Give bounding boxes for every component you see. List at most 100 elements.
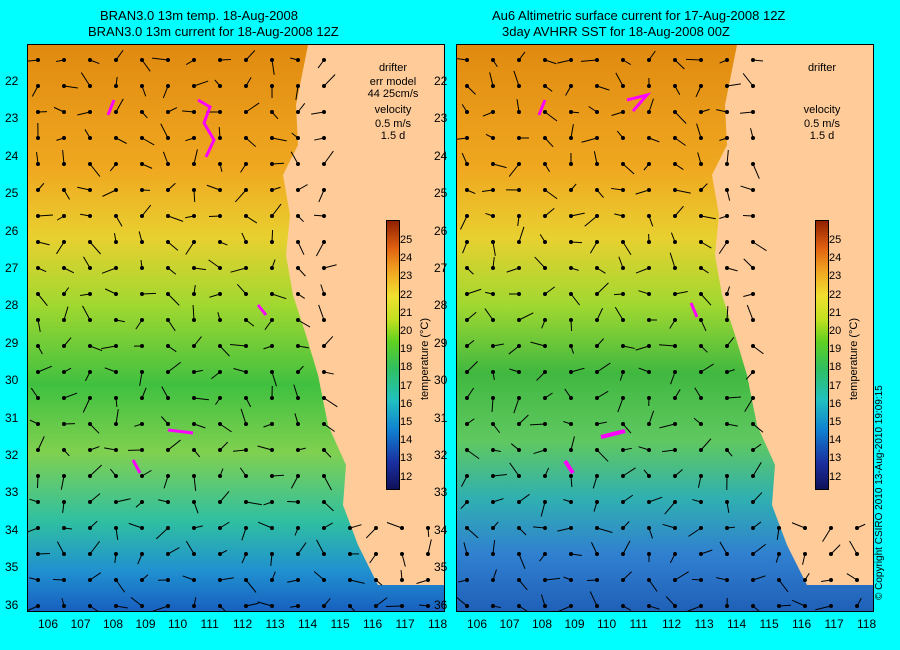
current-vector-dot (88, 344, 92, 348)
colorbar-tick-label: 14 (400, 434, 413, 447)
current-vector-dot (751, 448, 755, 452)
current-vector-dot (140, 214, 144, 218)
current-vector-dot (270, 578, 274, 582)
current-vector (570, 124, 574, 139)
colorbar-tick-label: 22 (400, 288, 413, 301)
current-vector (700, 215, 716, 220)
current-vector-dot (322, 474, 326, 478)
current-vector-dot (673, 526, 677, 530)
current-vector-dot (140, 292, 144, 296)
current-vector-dot (322, 240, 326, 244)
current-vector (544, 59, 557, 65)
lon-tick-label: 111 (629, 617, 648, 631)
current-vector-dot (114, 344, 118, 348)
current-vector-dot (829, 552, 833, 556)
current-vector-dot (621, 84, 625, 88)
current-vector (297, 241, 305, 255)
current-vector (584, 215, 598, 227)
current-vector-dot (465, 292, 469, 296)
colorbar-tick-label: 20 (829, 325, 842, 337)
current-vector-dot (725, 240, 729, 244)
current-vector (513, 70, 520, 87)
current-vector-dot (595, 474, 599, 478)
current-vector (193, 397, 209, 401)
current-vector (570, 436, 575, 451)
current-vector-dot (270, 396, 274, 400)
colorbar-tick-label: 12 (400, 470, 413, 483)
current-vector (167, 361, 181, 373)
lat-tick-label: 34 (434, 522, 448, 537)
current-vector (271, 137, 287, 142)
current-vector-dot (114, 240, 118, 244)
current-vector (460, 215, 468, 230)
current-vector-dot (569, 188, 573, 192)
current-vector-dot (36, 552, 40, 556)
current-vector-dot (166, 214, 170, 218)
current-vector (295, 85, 299, 100)
right-map-panel: drifter velocity 0.5 m/s 1.5 d (456, 44, 874, 612)
lat-tick-label: 23 (5, 111, 19, 126)
current-vector-dot (270, 474, 274, 478)
current-vector (752, 345, 764, 355)
current-vector-dot (673, 604, 677, 608)
current-vector (141, 137, 155, 146)
current-vector-dot (296, 344, 300, 348)
current-vector-dot (36, 448, 40, 452)
current-vector-dot (218, 604, 222, 608)
lat-tick-label: 23 (434, 111, 448, 126)
current-vector (323, 336, 334, 347)
current-vector (674, 137, 686, 146)
current-vector (622, 540, 631, 555)
current-vector-dot (140, 344, 144, 348)
current-vector (115, 215, 123, 227)
left-colorbar-label: temperature (°C) (419, 317, 431, 400)
current-vector-dot (569, 448, 573, 452)
current-vector-dot (465, 84, 469, 88)
current-vector-dot (322, 318, 326, 322)
current-vector-dot (270, 604, 274, 608)
current-vector-dot (855, 604, 859, 608)
current-vector (89, 464, 103, 477)
current-vector-dot (192, 266, 196, 270)
current-vector-dot (673, 188, 677, 192)
right-title-line1: Au6 Altimetric surface current for 17-Au… (492, 8, 786, 23)
current-vector (163, 475, 169, 489)
current-vector (257, 601, 273, 607)
current-vector (141, 292, 157, 295)
current-vector (590, 542, 598, 555)
current-vector-dot (166, 188, 170, 192)
current-vector-dot (751, 500, 755, 504)
current-vector-dot (244, 266, 248, 270)
colorbar-tick-label: 25 (400, 234, 413, 246)
current-vector (245, 579, 257, 593)
current-vector-dot (725, 188, 729, 192)
current-vector-dot (218, 318, 222, 322)
current-vector-dot (166, 604, 170, 608)
current-vector-dot (595, 500, 599, 504)
current-vector (115, 409, 119, 425)
current-vector-dot (322, 344, 326, 348)
current-vector-dot (426, 604, 430, 608)
current-vector-dot (647, 370, 651, 374)
current-vector-dot (218, 292, 222, 296)
current-vector-dot (621, 240, 625, 244)
current-vector-dot (751, 344, 755, 348)
current-vector-dot (569, 500, 573, 504)
current-vector-dot (595, 84, 599, 88)
current-vector-dot (192, 448, 196, 452)
current-vector (596, 308, 604, 321)
current-vector (700, 319, 707, 332)
current-vector-dot (374, 526, 378, 530)
current-vector-dot (751, 292, 755, 296)
current-vector-dot (140, 84, 144, 88)
lat-tick-label: 27 (5, 261, 19, 275)
lat-tick-label: 26 (434, 223, 448, 238)
current-vector-dot (36, 266, 40, 270)
current-vector (234, 189, 247, 203)
current-vector-dot (621, 578, 625, 582)
current-vector (719, 541, 728, 555)
current-vector (635, 189, 650, 195)
colorbar-tick-label: 23 (829, 270, 842, 283)
current-vector-dot (673, 422, 677, 426)
current-vector-dot (699, 84, 703, 88)
